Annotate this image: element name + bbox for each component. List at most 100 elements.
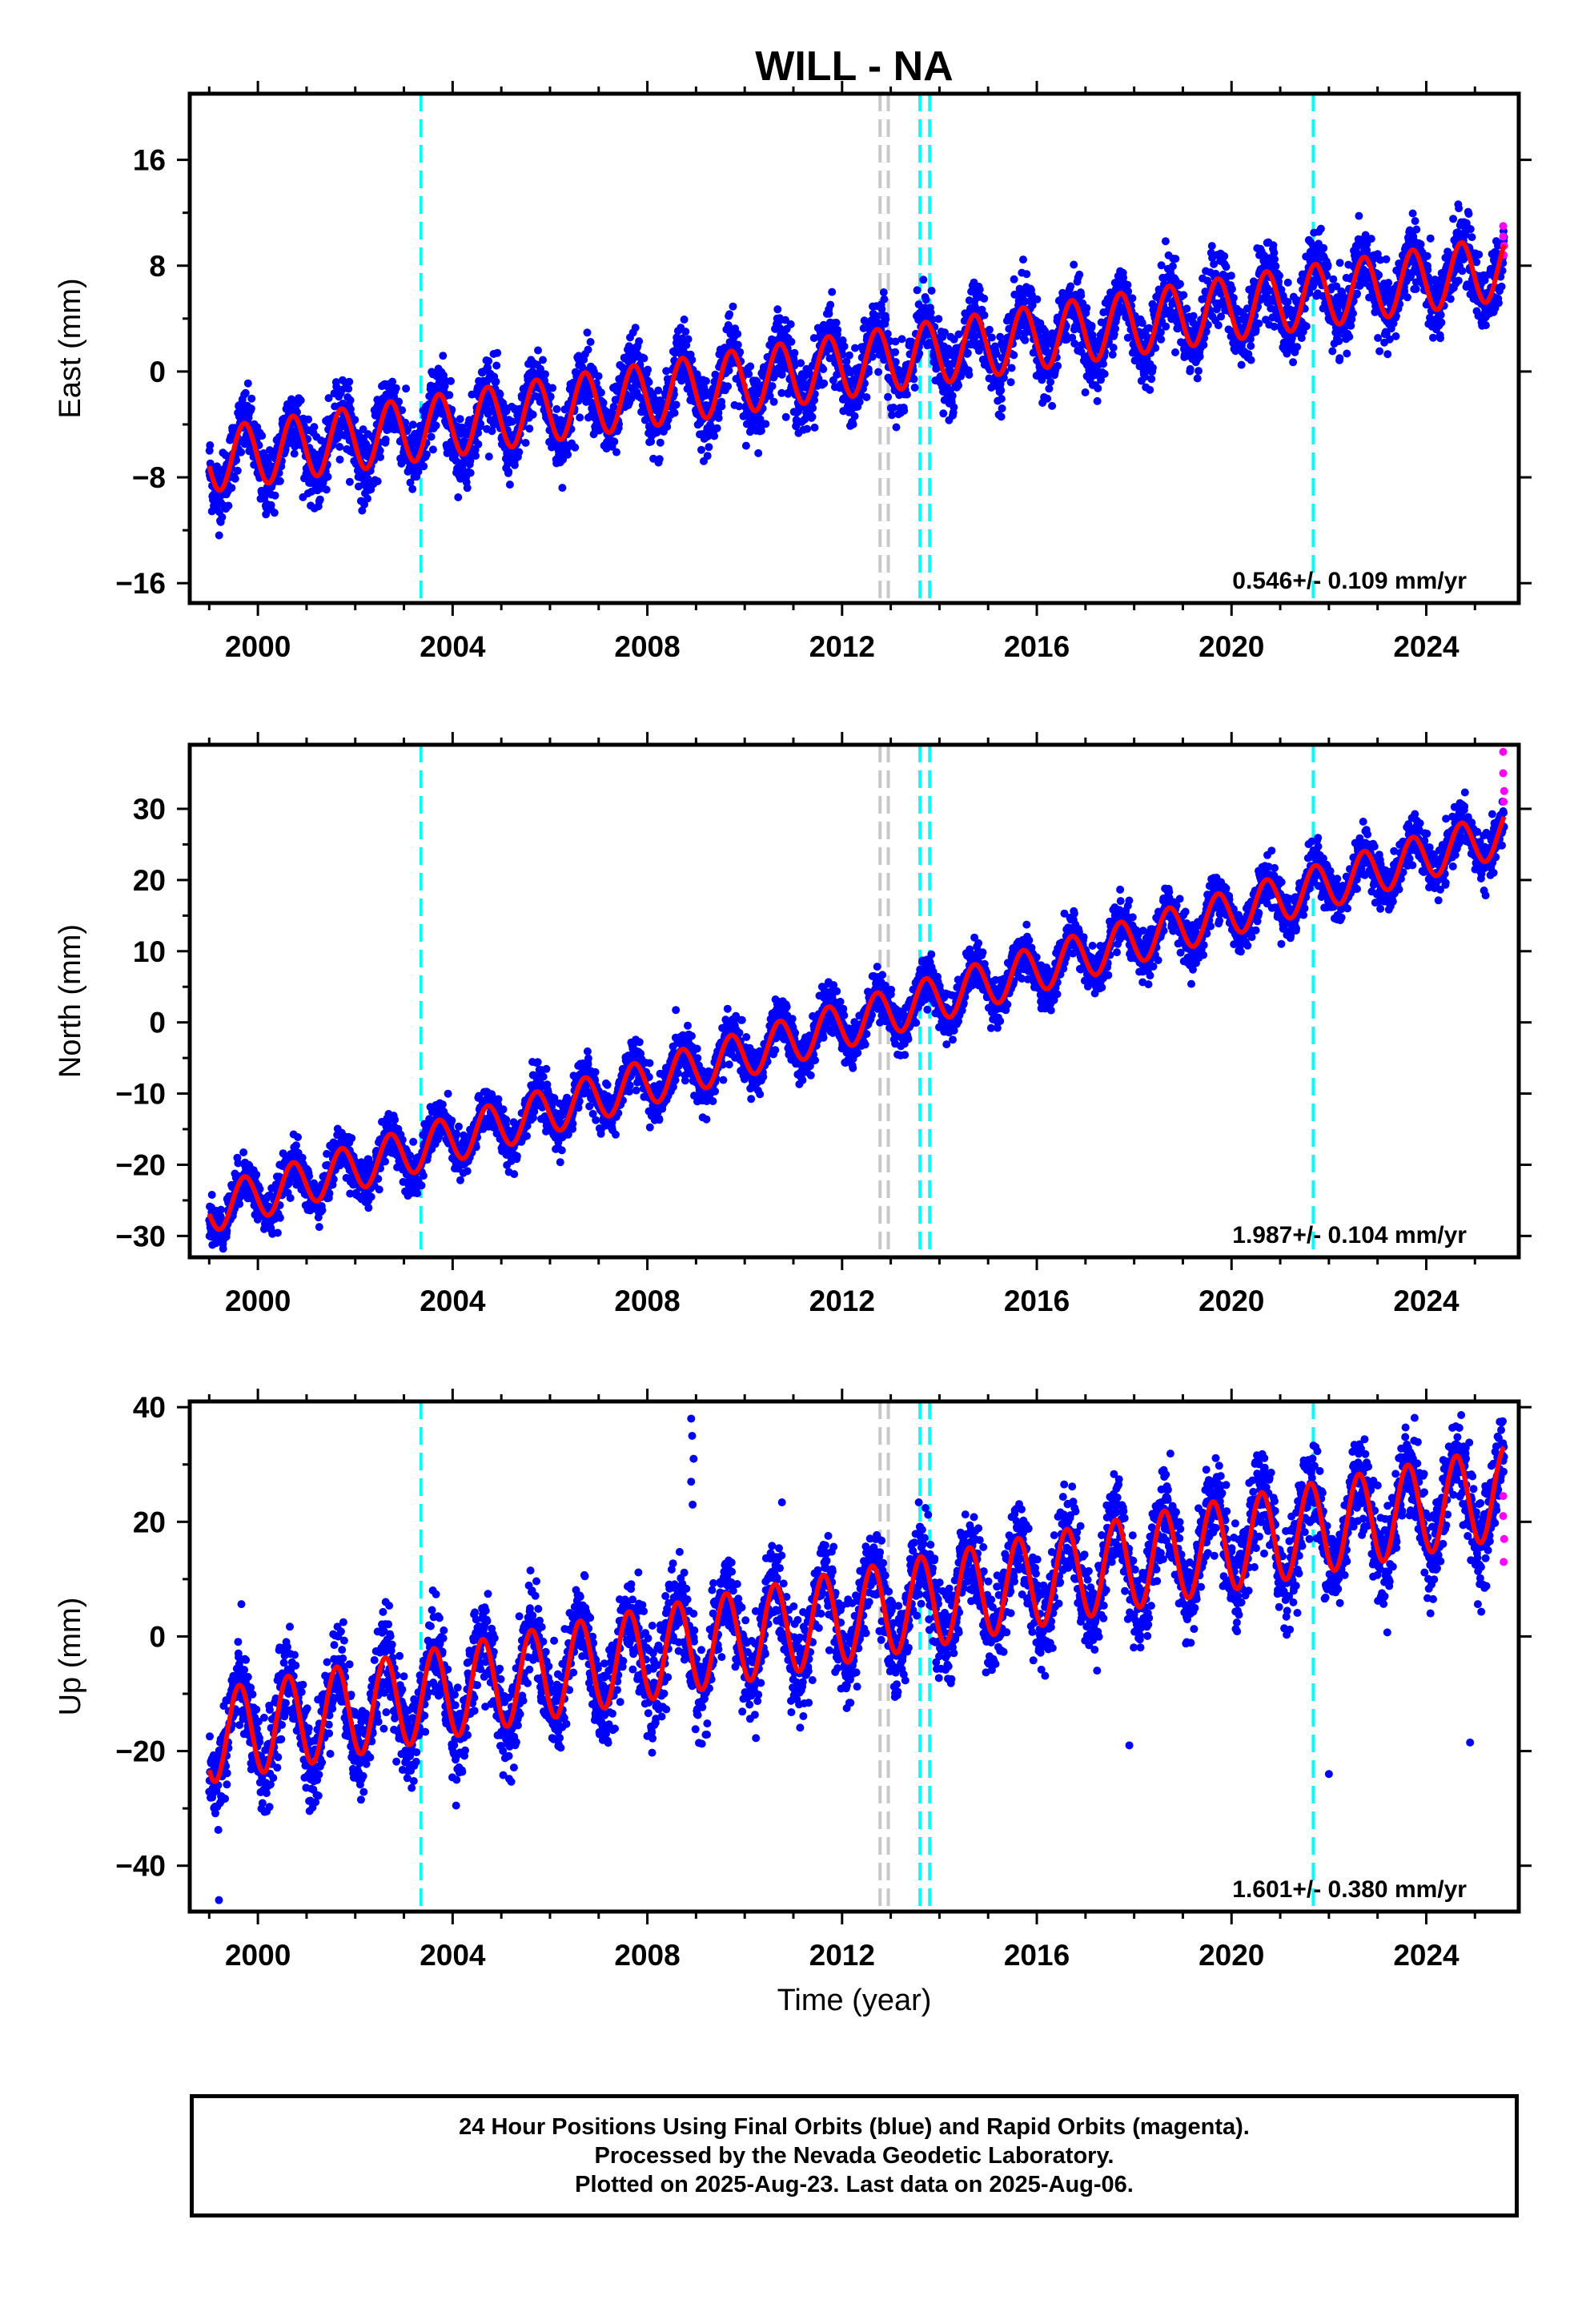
- data-point: [1355, 211, 1363, 220]
- data-point: [1247, 342, 1255, 350]
- data-point: [1182, 304, 1191, 313]
- data-point: [1214, 321, 1223, 330]
- data-point: [428, 445, 437, 454]
- data-point: [997, 412, 1006, 421]
- data-point: [335, 443, 344, 451]
- y-tick-label: 0: [149, 356, 166, 388]
- data-point: [1458, 267, 1467, 275]
- data-point: [599, 399, 608, 407]
- data-point: [1176, 279, 1184, 288]
- data-point: [980, 311, 989, 320]
- data-point: [1436, 334, 1444, 343]
- y-tick-label: 8: [149, 250, 166, 283]
- data-point: [662, 367, 671, 376]
- data-point: [1220, 251, 1229, 260]
- data-point: [1193, 374, 1202, 383]
- data-point: [474, 440, 483, 448]
- data-point: [997, 386, 1006, 395]
- data-point: [635, 337, 644, 346]
- data-point: [363, 474, 372, 483]
- data-point: [1275, 271, 1283, 280]
- data-point: [1345, 332, 1354, 341]
- data-point: [488, 427, 496, 436]
- data-point: [360, 500, 368, 509]
- data-point: [710, 432, 719, 440]
- data-point: [404, 424, 412, 433]
- data-point: [439, 352, 448, 360]
- data-point: [440, 382, 449, 391]
- data-point: [1179, 291, 1188, 300]
- velocity-label: 0.546+/- 0.109 mm/yr: [1232, 568, 1467, 594]
- data-point: [388, 377, 397, 386]
- data-point: [746, 362, 755, 371]
- data-point: [525, 424, 534, 433]
- data-point: [1128, 294, 1137, 303]
- data-point: [344, 384, 353, 393]
- data-point: [1375, 347, 1384, 356]
- data-point: [671, 348, 680, 357]
- data-point: [1070, 260, 1078, 269]
- data-point: [1412, 225, 1421, 234]
- data-point: [1353, 289, 1361, 298]
- data-point: [463, 484, 472, 493]
- data-point: [1293, 343, 1302, 352]
- data-point: [346, 405, 355, 413]
- data-point: [447, 376, 455, 385]
- data-point: [373, 477, 382, 485]
- data-point: [508, 417, 516, 426]
- data-point: [1403, 293, 1411, 302]
- data-point: [975, 285, 984, 294]
- data-point: [304, 415, 313, 424]
- data-point: [504, 468, 513, 476]
- data-point: [1464, 210, 1473, 218]
- data-point: [1087, 321, 1096, 330]
- data-point: [584, 345, 592, 354]
- data-point: [684, 335, 693, 344]
- data-point: [247, 394, 256, 403]
- data-point: [247, 404, 255, 413]
- data-point: [820, 379, 829, 388]
- data-point: [474, 428, 483, 437]
- data-point: [237, 448, 246, 456]
- data-point: [521, 439, 530, 447]
- data-point: [456, 415, 464, 424]
- data-point: [656, 438, 665, 447]
- data-point: [892, 423, 901, 432]
- data-point: [1269, 241, 1278, 250]
- data-point: [1094, 384, 1102, 392]
- data-point: [376, 452, 384, 461]
- data-point: [466, 468, 475, 477]
- data-point: [1077, 292, 1086, 300]
- data-point: [644, 378, 653, 387]
- data-point: [217, 1205, 225, 1214]
- x-tick-label: 2020: [1199, 630, 1264, 663]
- data-point: [1367, 235, 1375, 243]
- data-point: [351, 416, 359, 424]
- data-point: [233, 466, 242, 475]
- data-point: [215, 531, 223, 540]
- data-point: [472, 452, 480, 460]
- data-point: [1207, 242, 1216, 251]
- x-tick-label: 2024: [1393, 630, 1460, 663]
- data-point: [476, 420, 485, 428]
- data-point: [926, 308, 935, 317]
- data-point: [809, 404, 817, 412]
- data-point: [443, 448, 452, 457]
- data-point: [797, 359, 805, 368]
- data-point: [680, 316, 689, 324]
- data-point: [819, 365, 828, 373]
- data-point: [697, 445, 705, 454]
- data-point: [891, 348, 900, 356]
- data-point: [323, 472, 332, 481]
- data-point: [271, 491, 279, 500]
- data-point: [825, 309, 833, 318]
- data-point: [492, 361, 501, 370]
- data-point: [717, 402, 726, 411]
- data-point: [1054, 361, 1062, 370]
- data-point: [790, 348, 799, 357]
- data-point: [997, 395, 1006, 403]
- data-point: [534, 346, 542, 355]
- data-point: [1100, 369, 1109, 378]
- data-point: [950, 403, 958, 412]
